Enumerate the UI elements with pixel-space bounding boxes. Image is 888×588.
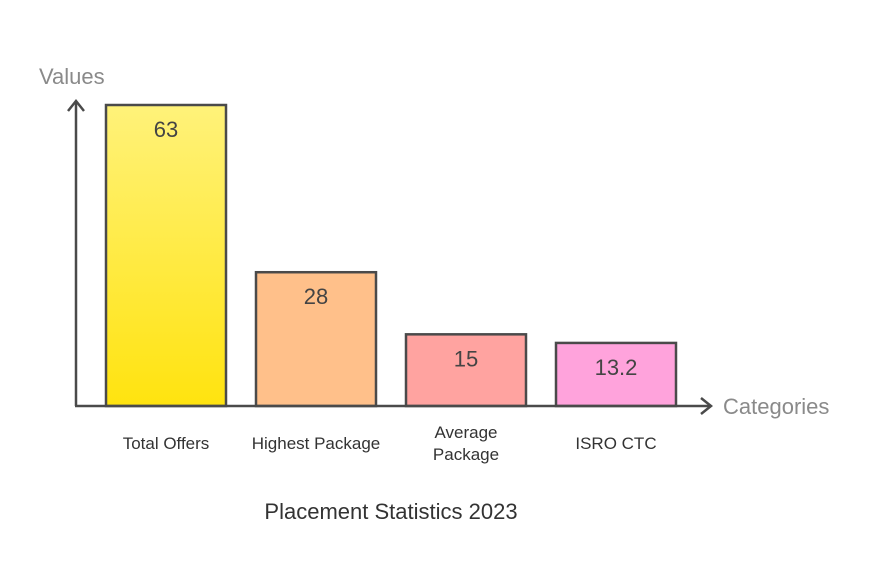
data-label: 63	[154, 117, 178, 142]
bar-total-offers	[104, 103, 228, 408]
bar-highest-package	[254, 270, 378, 408]
data-label: 15	[454, 346, 478, 371]
x-axis-label: Categories	[723, 394, 829, 419]
bar-average-package	[404, 333, 528, 408]
x-tick-label: Highest Package	[252, 434, 381, 453]
chart-title: Placement Statistics 2023	[264, 499, 517, 524]
x-tick-label: ISRO CTC	[575, 434, 656, 453]
data-label: 13.2	[595, 355, 638, 380]
x-tick-label: Average	[434, 423, 497, 442]
x-tick-label: Total Offers	[123, 434, 210, 453]
x-tick-label: Package	[433, 445, 499, 464]
data-label: 28	[304, 284, 328, 309]
y-axis-arrow-icon	[67, 98, 85, 112]
x-axis-arrow-icon	[700, 397, 714, 415]
y-axis-label: Values	[39, 64, 105, 89]
